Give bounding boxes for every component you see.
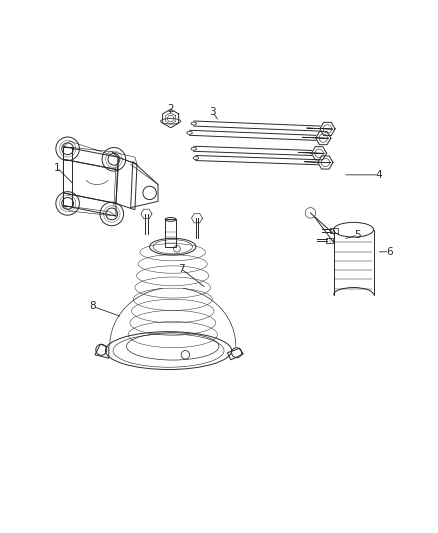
Text: 8: 8 xyxy=(89,302,96,311)
Text: 5: 5 xyxy=(354,230,361,240)
Text: 7: 7 xyxy=(178,264,184,273)
Text: 1: 1 xyxy=(54,163,60,173)
Text: 6: 6 xyxy=(386,247,392,257)
Text: 4: 4 xyxy=(375,170,382,180)
Text: 3: 3 xyxy=(209,107,216,117)
Text: 2: 2 xyxy=(167,104,174,114)
